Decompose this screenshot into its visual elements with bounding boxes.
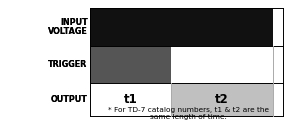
Text: t2: t2 [215,93,228,106]
Bar [90,8,273,46]
Bar [90,46,171,83]
Text: t1: t1 [124,93,137,106]
Bar [171,83,273,116]
Bar [90,83,171,116]
Text: OUTPUT: OUTPUT [51,95,88,104]
Text: TRIGGER: TRIGGER [48,60,88,69]
Text: * For TD-7 catalog numbers, t1 & t2 are the
same length of time.: * For TD-7 catalog numbers, t1 & t2 are … [108,107,269,120]
Text: INPUT
VOLTAGE: INPUT VOLTAGE [48,18,88,36]
Text: TRIGGER: TRIGGER [48,60,88,69]
Text: INPUT
VOLTAGE: INPUT VOLTAGE [48,18,88,36]
Text: OUTPUT: OUTPUT [51,95,88,104]
